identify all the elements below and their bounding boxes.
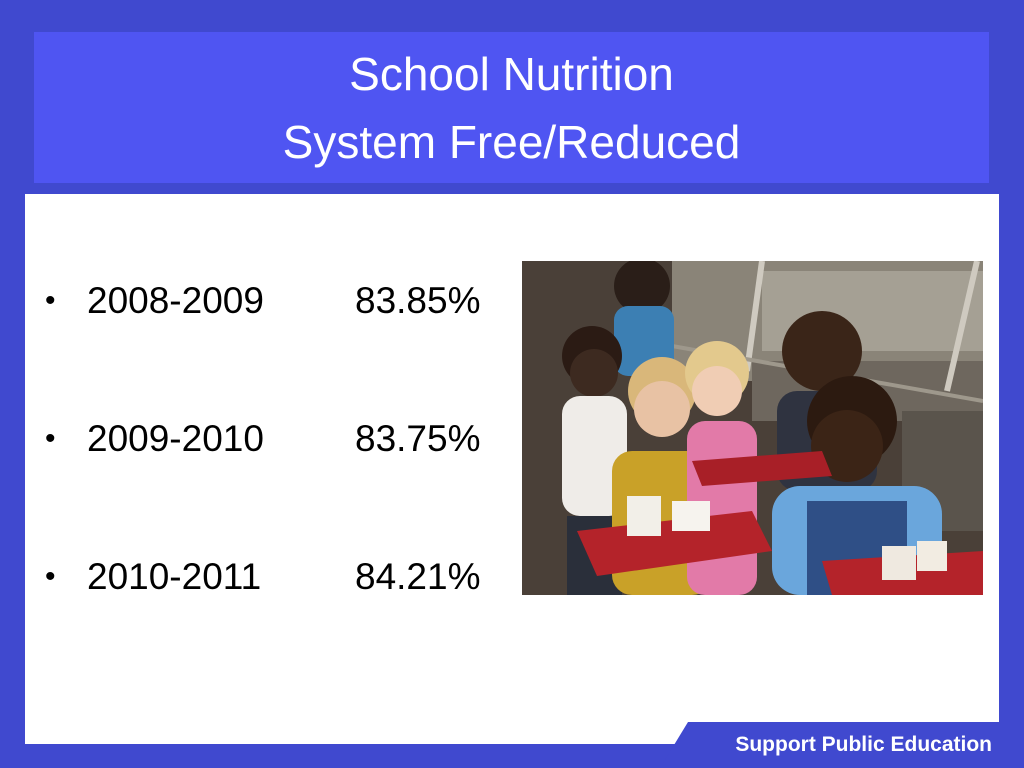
bullet-year: 2008-2009 bbox=[87, 280, 264, 321]
bullet-item: • 2008-2009 83.85% bbox=[45, 272, 495, 330]
bullet-value: 83.85% bbox=[355, 280, 481, 321]
bullet-dot: • bbox=[45, 422, 56, 455]
bullet-list: • 2008-2009 83.85% • 2009-2010 83.75% • … bbox=[45, 272, 495, 606]
bullet-item: • 2010-2011 84.21% bbox=[45, 548, 495, 606]
cafeteria-photo bbox=[522, 261, 983, 595]
cafeteria-children-photo-icon bbox=[522, 261, 983, 595]
bullet-value: 84.21% bbox=[355, 556, 481, 597]
slide-title: School Nutrition System Free/Reduced bbox=[34, 32, 989, 183]
bullet-year: 2010-2011 bbox=[87, 556, 262, 597]
title-line-2: System Free/Reduced bbox=[282, 115, 741, 168]
footer-text: Support Public Education bbox=[735, 733, 992, 756]
footer-tab bbox=[660, 722, 1024, 768]
bullet-item: • 2009-2010 83.75% bbox=[45, 410, 495, 468]
bullet-value: 83.75% bbox=[355, 418, 481, 459]
bullet-dot: • bbox=[45, 560, 56, 593]
bullet-dot: • bbox=[45, 284, 56, 317]
bullet-year: 2009-2010 bbox=[87, 418, 264, 459]
title-line-1: School Nutrition bbox=[349, 47, 674, 100]
content-area: • 2008-2009 83.85% • 2009-2010 83.75% • … bbox=[25, 194, 999, 744]
